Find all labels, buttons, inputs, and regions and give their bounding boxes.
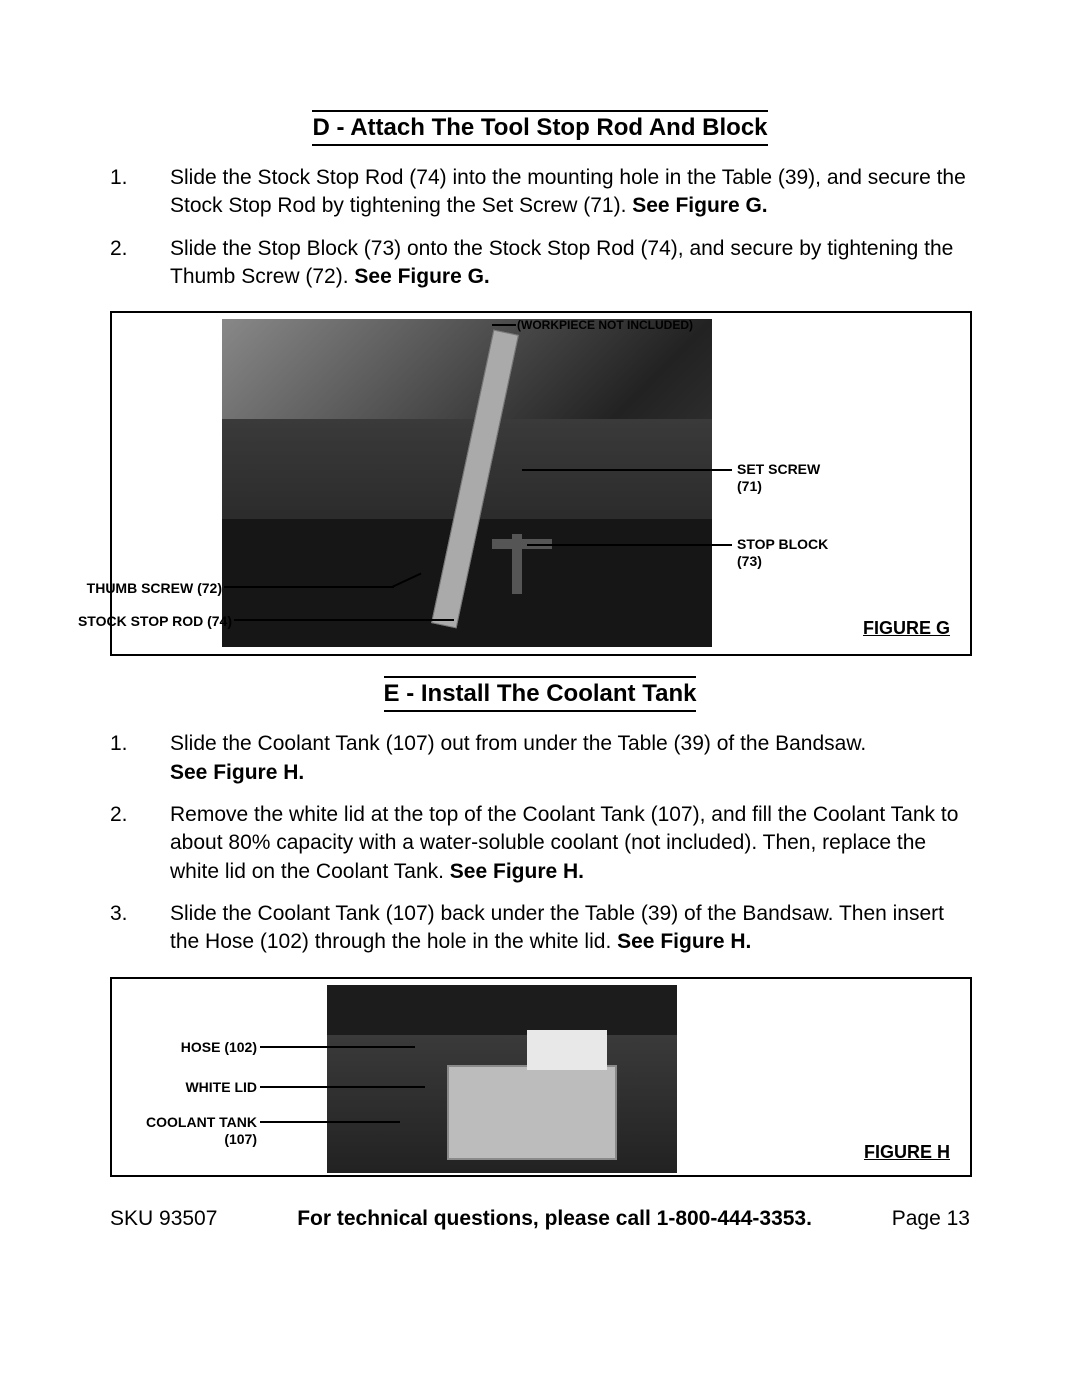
item-text: Slide the Stock Stop Rod (74) into the m… <box>170 166 966 217</box>
figure-g-title: FIGURE G <box>863 618 950 639</box>
stop-block-label: STOP BLOCK (73) <box>737 536 828 570</box>
list-item: 1. Slide the Stock Stop Rod (74) into th… <box>110 164 970 221</box>
item-number: 1. <box>110 164 170 221</box>
workpiece-label: (WORKPIECE NOT INCLUDED) <box>517 318 693 332</box>
leader-line <box>260 1046 415 1048</box>
item-body: Slide the Coolant Tank (107) back under … <box>170 900 970 957</box>
list-item: 2. Slide the Stop Block (73) onto the St… <box>110 235 970 292</box>
section-e-list: 1. Slide the Coolant Tank (107) out from… <box>110 730 970 956</box>
footer-sku: SKU 93507 <box>110 1207 217 1231</box>
section-d-title-text: D - Attach The Tool Stop Rod And Block <box>312 110 767 146</box>
list-item: 2. Remove the white lid at the top of th… <box>110 801 970 886</box>
figure-g-photo <box>222 319 712 647</box>
hose-label: HOSE (102) <box>122 1039 257 1056</box>
set-screw-label: SET SCREW (71) <box>737 461 820 495</box>
figure-h-title: FIGURE H <box>864 1142 950 1163</box>
item-body: Slide the Coolant Tank (107) out from un… <box>170 730 866 787</box>
thumb-screw-label: THUMB SCREW (72) <box>32 580 222 597</box>
section-e-title: E - Install The Coolant Tank <box>110 676 970 712</box>
leader-line <box>492 324 516 326</box>
item-bold: See Figure H. <box>170 761 304 784</box>
section-d-title: D - Attach The Tool Stop Rod And Block <box>110 110 970 146</box>
coolant-tank-label: COOLANT TANK (107) <box>92 1114 257 1148</box>
list-item: 1. Slide the Coolant Tank (107) out from… <box>110 730 970 787</box>
footer-center: For technical questions, please call 1-8… <box>297 1207 812 1231</box>
item-bold: See Figure G. <box>354 265 489 288</box>
item-number: 2. <box>110 235 170 292</box>
leader-line <box>522 469 732 471</box>
item-body: Slide the Stock Stop Rod (74) into the m… <box>170 164 970 221</box>
stock-stop-rod-label: STOCK STOP ROD (74) <box>32 613 232 630</box>
item-text: Slide the Coolant Tank (107) back under … <box>170 902 944 953</box>
list-item: 3. Slide the Coolant Tank (107) back und… <box>110 900 970 957</box>
item-bold: See Figure H. <box>617 930 751 953</box>
item-number: 1. <box>110 730 170 787</box>
item-number: 3. <box>110 900 170 957</box>
item-text: Slide the Coolant Tank (107) out from un… <box>170 732 866 755</box>
leader-line <box>224 586 394 588</box>
figure-h-photo <box>327 985 677 1173</box>
leader-line <box>260 1086 425 1088</box>
item-number: 2. <box>110 801 170 886</box>
section-d-list: 1. Slide the Stock Stop Rod (74) into th… <box>110 164 970 291</box>
figure-h: HOSE (102) WHITE LID COOLANT TANK (107) … <box>110 977 972 1177</box>
item-bold: See Figure H. <box>450 860 584 883</box>
manual-page: D - Attach The Tool Stop Rod And Block 1… <box>0 0 1080 1271</box>
item-body: Slide the Stop Block (73) onto the Stock… <box>170 235 970 292</box>
item-body: Remove the white lid at the top of the C… <box>170 801 970 886</box>
page-footer: SKU 93507 For technical questions, pleas… <box>110 1207 970 1231</box>
item-bold: See Figure G. <box>632 194 767 217</box>
item-text: Slide the Stop Block (73) onto the Stock… <box>170 237 953 288</box>
leader-line <box>234 619 454 621</box>
section-e-title-text: E - Install The Coolant Tank <box>384 676 697 712</box>
leader-line <box>260 1121 400 1123</box>
figure-g: (WORKPIECE NOT INCLUDED) SET SCREW (71) … <box>110 311 972 656</box>
leader-line <box>527 544 732 546</box>
footer-page: Page 13 <box>892 1207 970 1231</box>
white-lid-label: WHITE LID <box>122 1079 257 1096</box>
